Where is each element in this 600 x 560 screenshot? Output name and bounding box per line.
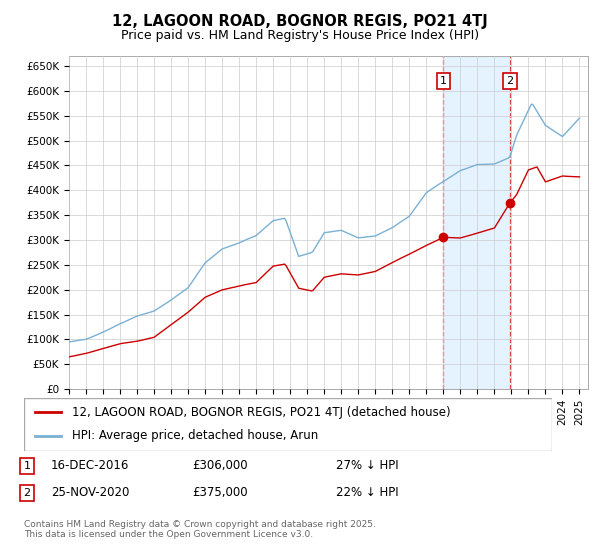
Text: £375,000: £375,000 <box>192 486 248 500</box>
Text: Price paid vs. HM Land Registry's House Price Index (HPI): Price paid vs. HM Land Registry's House … <box>121 29 479 42</box>
Text: 16-DEC-2016: 16-DEC-2016 <box>51 459 130 473</box>
Text: 25-NOV-2020: 25-NOV-2020 <box>51 486 130 500</box>
Text: 1: 1 <box>23 461 31 471</box>
Text: Contains HM Land Registry data © Crown copyright and database right 2025.
This d: Contains HM Land Registry data © Crown c… <box>24 520 376 539</box>
Text: £306,000: £306,000 <box>192 459 248 473</box>
Text: 2: 2 <box>23 488 31 498</box>
Text: 1: 1 <box>440 76 447 86</box>
Text: HPI: Average price, detached house, Arun: HPI: Average price, detached house, Arun <box>71 430 318 442</box>
Text: 12, LAGOON ROAD, BOGNOR REGIS, PO21 4TJ: 12, LAGOON ROAD, BOGNOR REGIS, PO21 4TJ <box>112 14 488 29</box>
Text: 2: 2 <box>506 76 514 86</box>
Bar <box>443 56 510 389</box>
Text: 12, LAGOON ROAD, BOGNOR REGIS, PO21 4TJ (detached house): 12, LAGOON ROAD, BOGNOR REGIS, PO21 4TJ … <box>71 406 450 419</box>
Text: 27% ↓ HPI: 27% ↓ HPI <box>336 459 398 473</box>
Text: 22% ↓ HPI: 22% ↓ HPI <box>336 486 398 500</box>
